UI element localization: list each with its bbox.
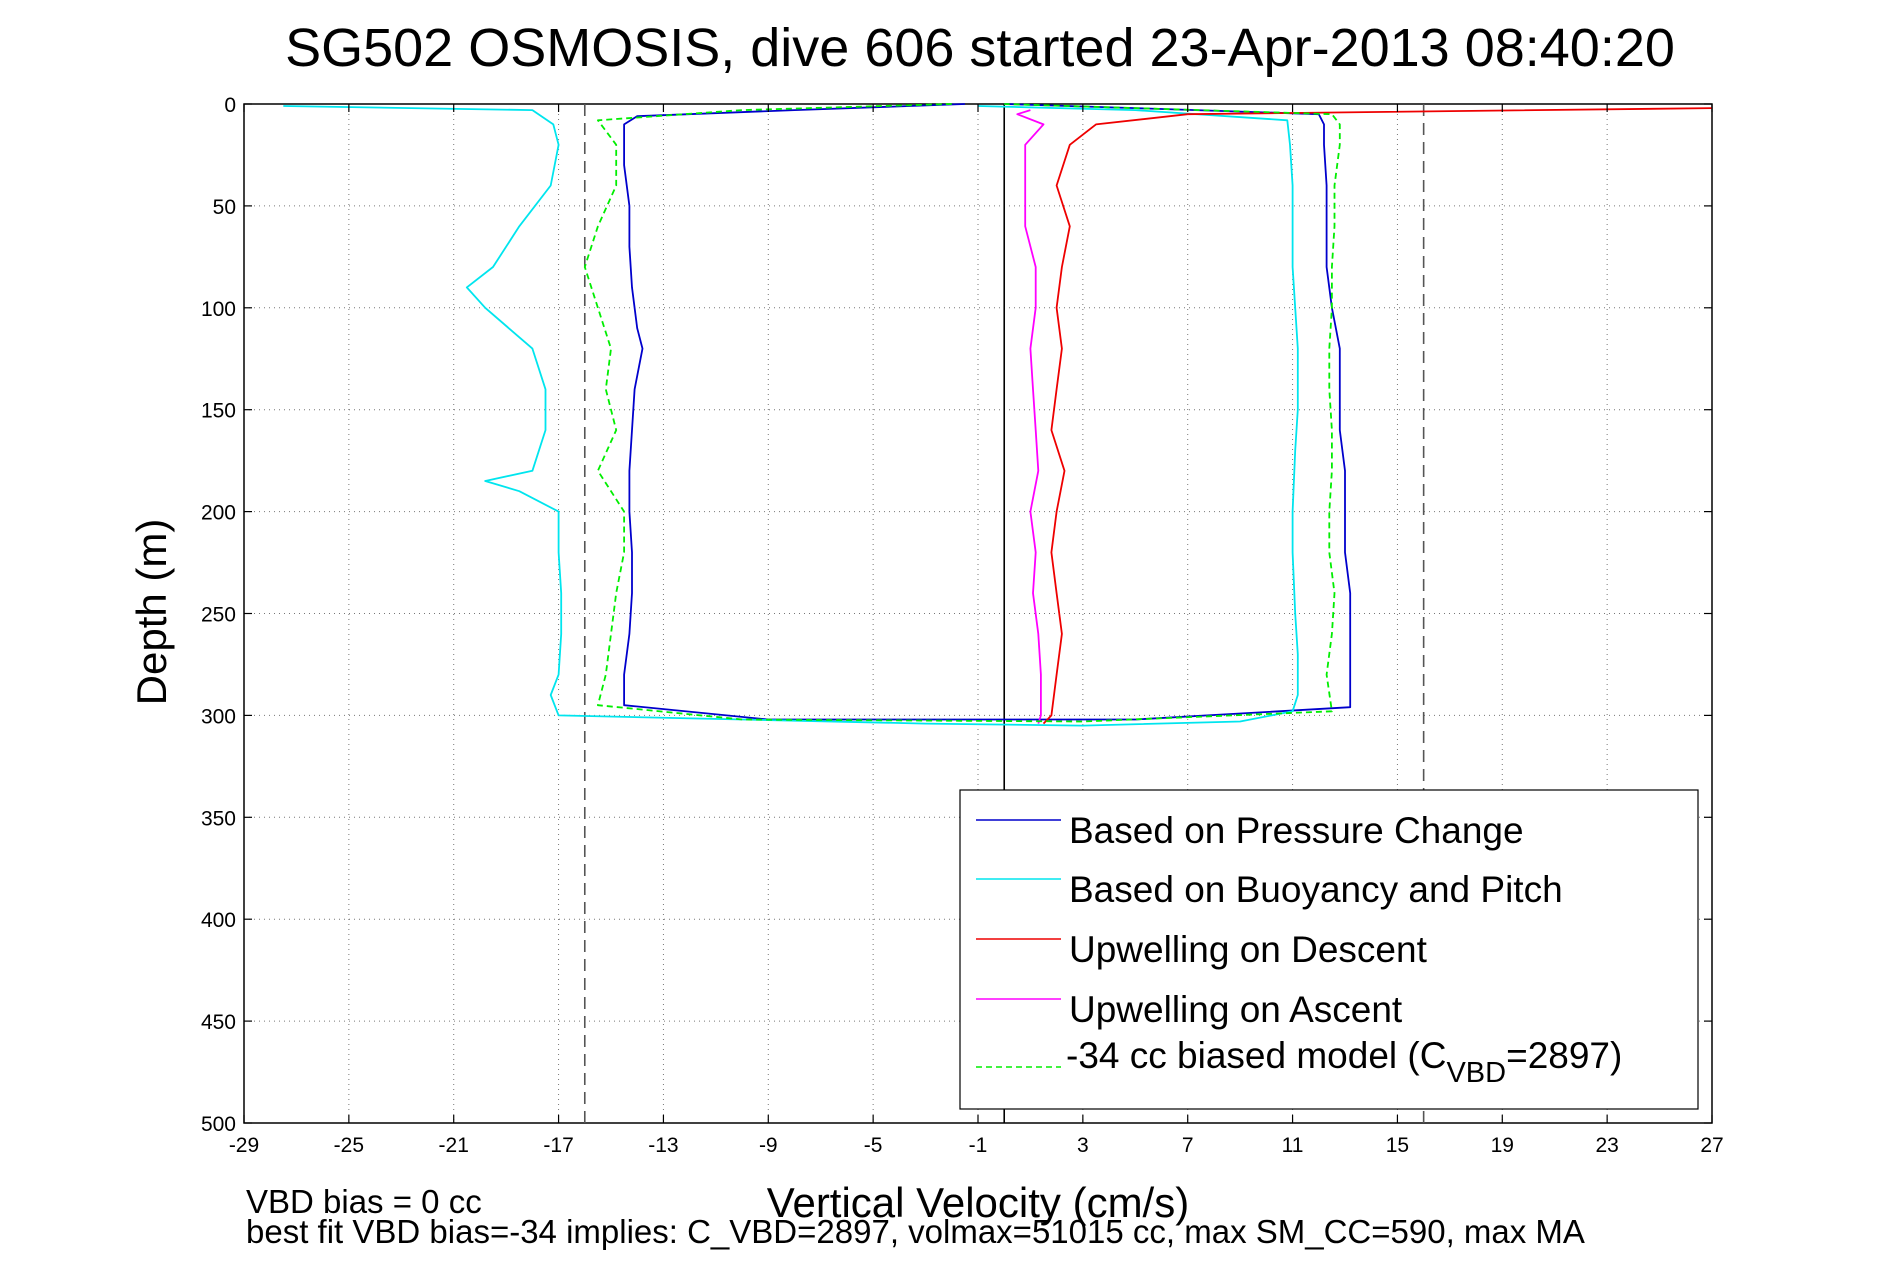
y-tick-labels: 0 50 100 150 200 250 300 350 400 450 500 [201, 94, 1712, 1136]
x-tick-label-7: -1 [969, 1134, 988, 1157]
x-tick-label-2: -21 [439, 1134, 469, 1157]
x-tick-label-5: -9 [759, 1134, 778, 1157]
y-tick-label-7: 350 [201, 807, 236, 830]
legend-label-biased-model-prefix: -34 cc biased model (C [1066, 1035, 1446, 1076]
annotation-vbd-bias: VBD bias = 0 cc [246, 1183, 482, 1220]
legend-label-buoyancy-pitch: Based on Buoyancy and Pitch [1069, 869, 1563, 910]
series-line-buoyancy-pitch [283, 105, 1299, 727]
series-line-pressure-change [623, 103, 1352, 721]
legend-label-biased-model: -34 cc biased model (CVBD=2897) [1066, 1035, 1622, 1089]
x-tick-label-3: -17 [543, 1134, 573, 1157]
y-tick-label-2: 100 [201, 298, 236, 321]
x-tick-label-14: 27 [1700, 1134, 1723, 1157]
x-axis-label: Vertical Velocity (cm/s) [767, 1179, 1189, 1226]
x-tick-labels: -29 -25 -21 -17 -13 -9 -5 -1 3 7 11 15 19 23 27 [229, 104, 1724, 1157]
y-tick-label-3: 150 [201, 400, 236, 423]
legend: Based on Pressure Change Based on Buoyan… [959, 789, 1699, 1110]
y-tick-label-8: 400 [201, 909, 236, 932]
legend-label-upwelling-descent: Upwelling on Descent [1069, 929, 1428, 970]
y-tick-label-4: 200 [201, 502, 236, 525]
y-tick-label-6: 300 [201, 705, 236, 728]
x-tick-label-1: -25 [334, 1134, 364, 1157]
x-tick-label-11: 15 [1386, 1134, 1409, 1157]
legend-box [959, 789, 1699, 1110]
x-tick-label-10: 11 [1282, 1134, 1304, 1157]
chart-title: SG502 OSMOSIS, dive 606 started 23-Apr-2… [285, 18, 1675, 78]
legend-label-biased-model-suffix: =2897) [1506, 1035, 1622, 1076]
y-axis-label: Depth (m) [128, 519, 175, 706]
x-tick-label-0: -29 [229, 1134, 259, 1157]
y-tick-label-5: 250 [201, 604, 236, 627]
y-tick-label-10: 500 [201, 1113, 236, 1136]
x-tick-label-12: 19 [1491, 1134, 1514, 1157]
x-tick-label-9: 7 [1182, 1134, 1194, 1157]
x-tick-label-6: -5 [864, 1134, 883, 1157]
annotation-best-fit: best fit VBD bias=-34 implies: C_VBD=289… [246, 1213, 1585, 1250]
series-group [283, 103, 1713, 727]
x-tick-label-4: -13 [648, 1134, 678, 1157]
series-line-biased-model [583, 103, 1341, 723]
x-tick-label-8: 3 [1077, 1134, 1089, 1157]
x-tick-label-13: 23 [1595, 1134, 1618, 1157]
y-tick-label-9: 450 [201, 1011, 236, 1034]
legend-label-biased-model-subscript: VBD [1446, 1057, 1506, 1089]
legend-label-upwelling-ascent: Upwelling on Ascent [1069, 989, 1403, 1030]
series-line-upwelling-ascent [1016, 109, 1045, 724]
series-line-upwelling-descent [1042, 107, 1713, 725]
y-tick-label-1: 50 [213, 196, 236, 219]
y-tick-label-0: 0 [224, 94, 236, 117]
legend-label-pressure-change: Based on Pressure Change [1069, 810, 1524, 851]
